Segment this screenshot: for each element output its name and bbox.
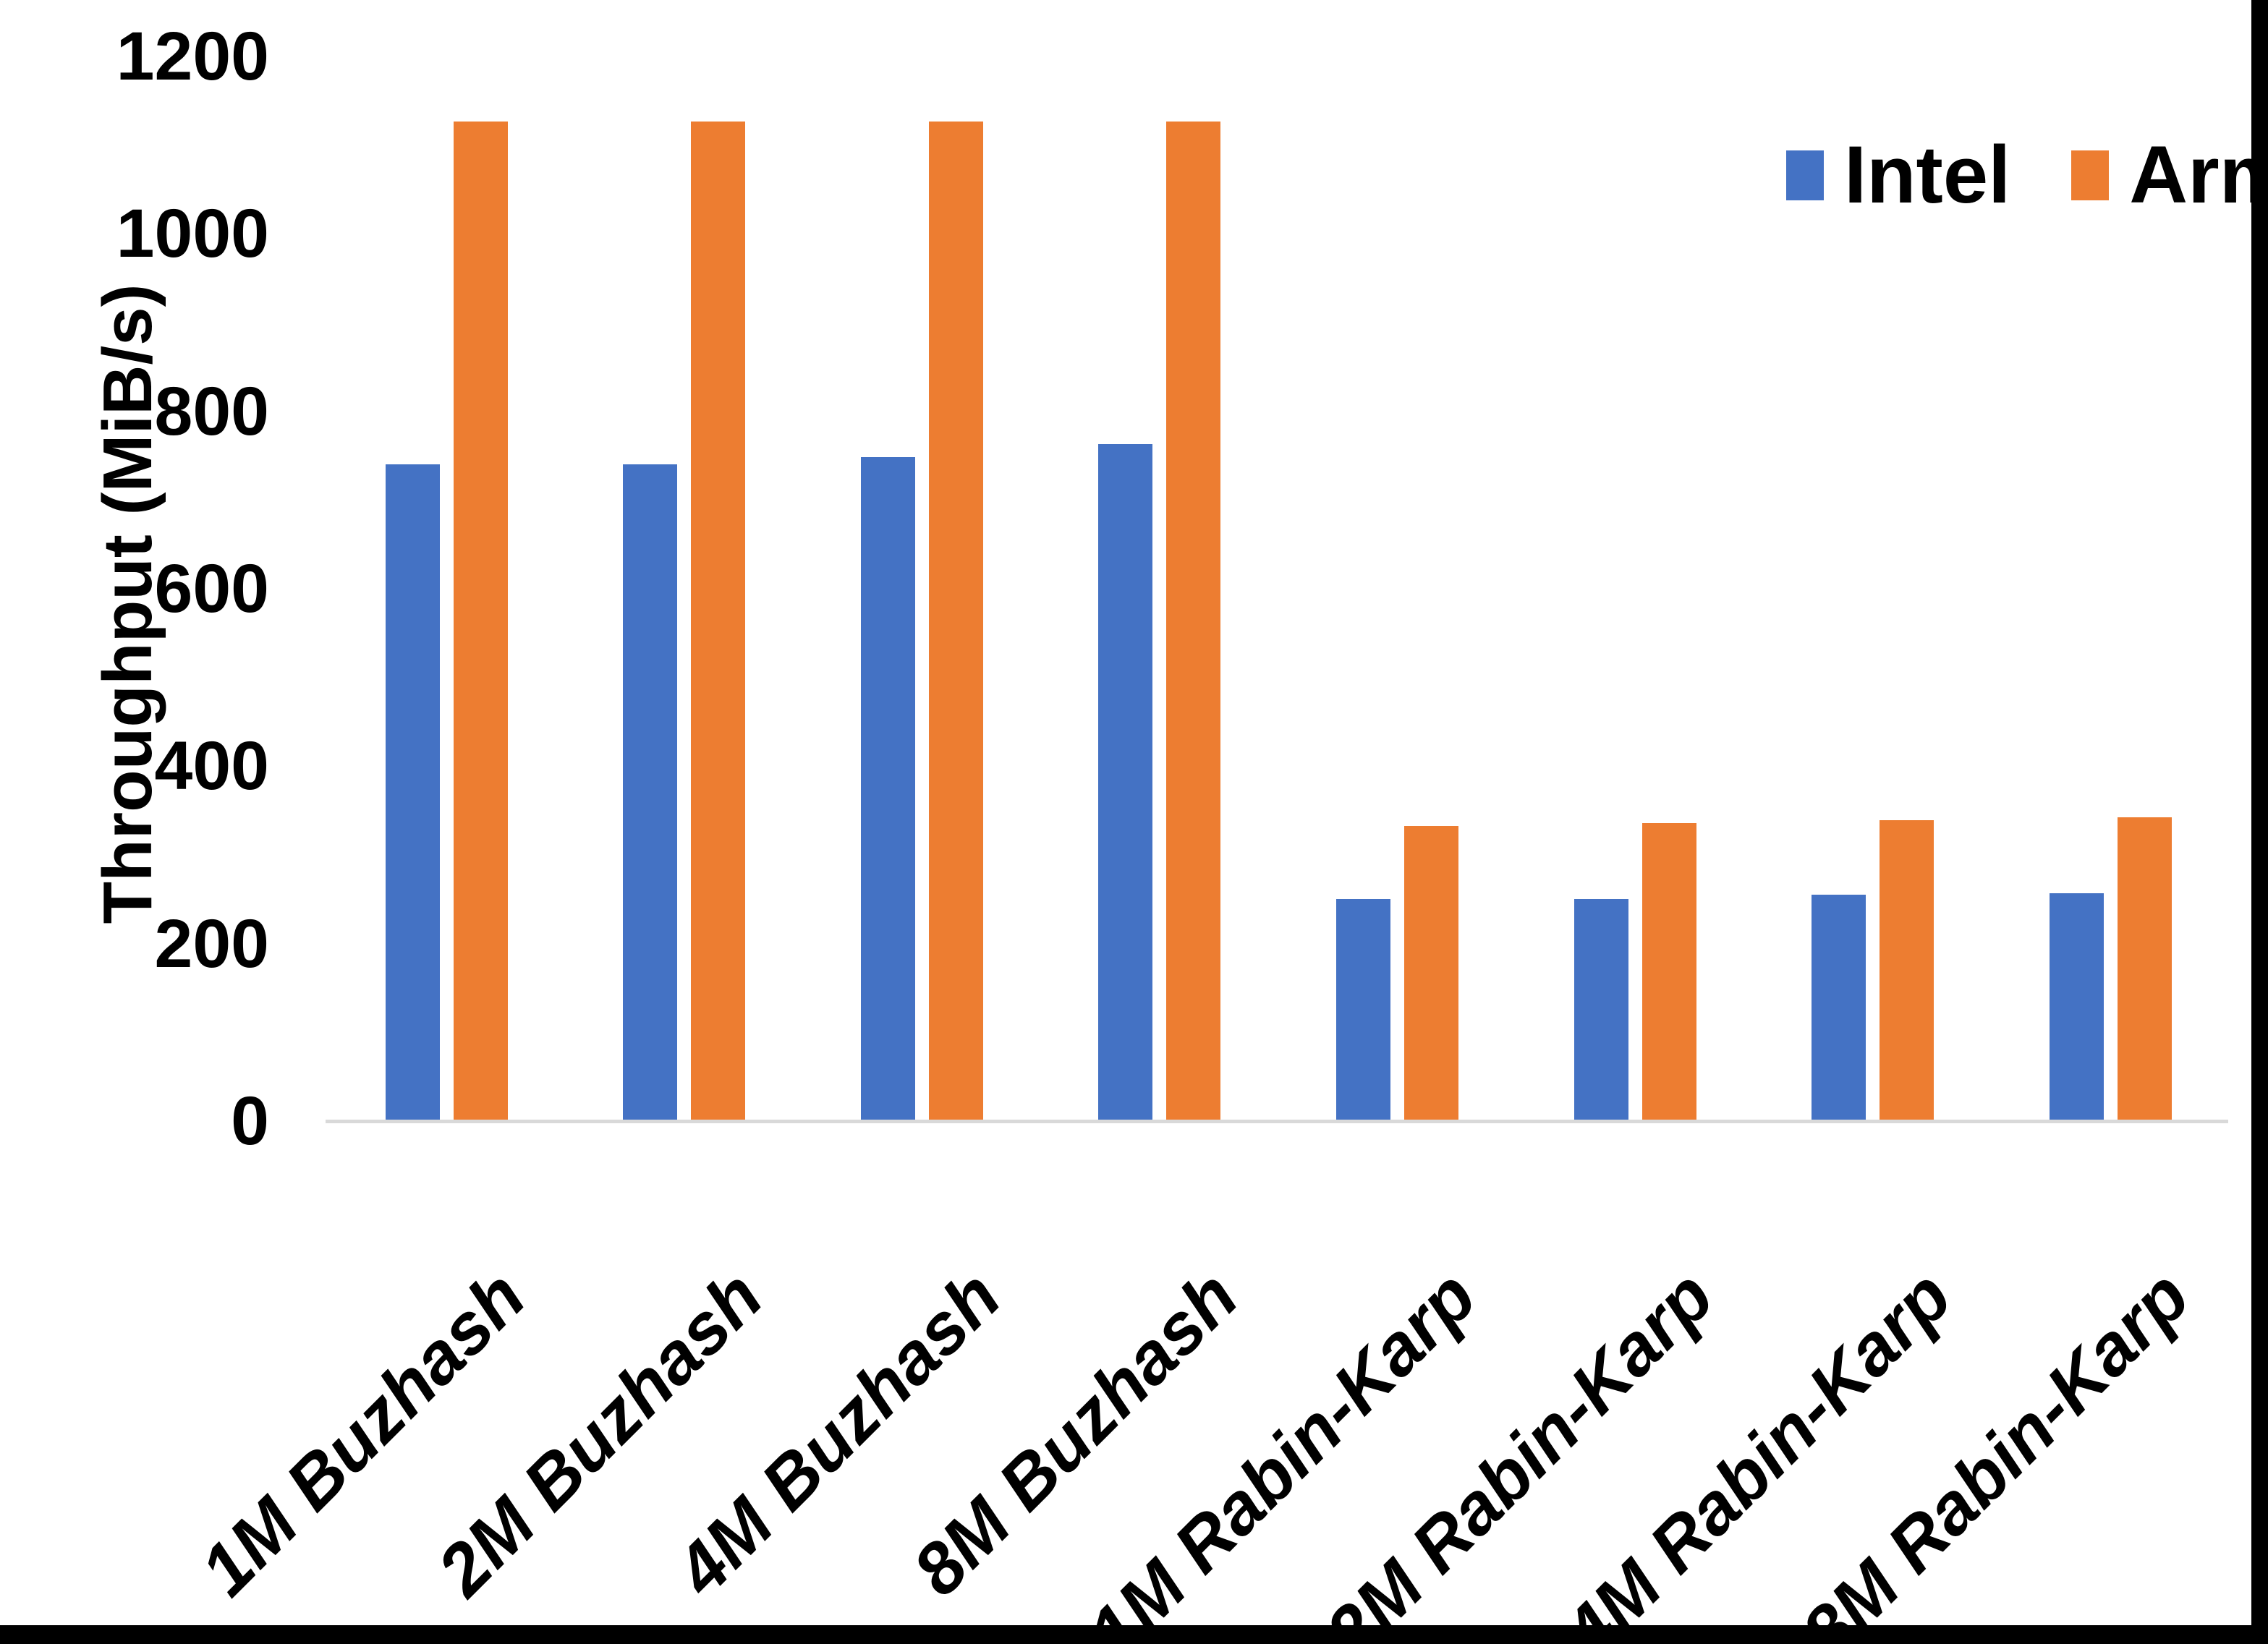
legend: Intel Arm <box>1786 135 2268 216</box>
y-tick-label-1000: 1000 <box>116 195 269 273</box>
bar-arm-8m-rabin-karp <box>2117 817 2172 1121</box>
bar-intel-2m-buzhash <box>623 464 678 1121</box>
bar-arm-4m-buzhash <box>928 121 983 1121</box>
bar-intel-4m-buzhash <box>860 457 915 1121</box>
legend-item-arm: Arm <box>2071 135 2268 216</box>
bar-intel-1m-rabin-karp <box>1335 899 1390 1121</box>
bar-arm-2m-rabin-karp <box>1641 822 1696 1121</box>
bar-arm-1m-buzhash <box>453 121 508 1121</box>
frame-border-bottom <box>0 1625 2268 1644</box>
legend-label-arm: Arm <box>2129 129 2268 220</box>
bar-intel-8m-buzhash <box>1098 444 1153 1121</box>
bar-arm-8m-buzhash <box>1166 121 1221 1121</box>
x-label-8m-rabin-karp: 8M Rabin-Karp <box>1785 1255 2205 1644</box>
y-tick-label-1200: 1200 <box>116 18 269 95</box>
y-tick-label-600: 600 <box>154 550 269 627</box>
plot-area <box>326 56 2228 1123</box>
legend-swatch-intel <box>1786 150 1824 200</box>
bar-intel-4m-rabin-karp <box>1812 895 1866 1121</box>
legend-label-intel: Intel <box>1844 129 2011 220</box>
frame-border-right <box>2251 0 2268 1644</box>
legend-item-intel: Intel <box>1786 135 2010 216</box>
y-tick-label-400: 400 <box>154 728 269 805</box>
bar-intel-1m-buzhash <box>385 464 440 1121</box>
y-tick-label-0: 0 <box>231 1083 269 1159</box>
bar-intel-8m-rabin-karp <box>2049 893 2104 1121</box>
bar-intel-2m-rabin-karp <box>1573 899 1628 1121</box>
y-tick-label-200: 200 <box>154 905 269 982</box>
bar-arm-4m-rabin-karp <box>1880 820 1934 1121</box>
bar-arm-2m-buzhash <box>691 121 746 1121</box>
legend-swatch-arm <box>2071 150 2110 200</box>
x-axis-line <box>326 1120 2228 1123</box>
y-tick-label-800: 800 <box>154 372 269 450</box>
bar-arm-1m-rabin-karp <box>1403 825 1458 1121</box>
